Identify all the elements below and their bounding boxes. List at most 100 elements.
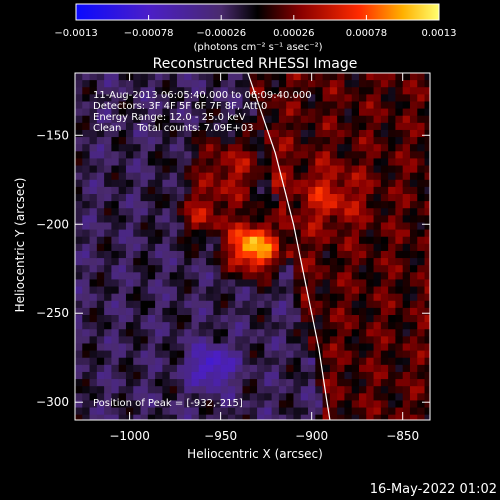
heatmap-cell (213, 165, 222, 174)
heatmap-cell (169, 343, 178, 352)
heatmap-cell (206, 151, 214, 160)
heatmap-cell (140, 215, 149, 224)
heatmap-cell (315, 307, 324, 316)
heatmap-cell (235, 73, 244, 81)
heatmap-cell (286, 322, 295, 330)
heatmap-cell (249, 186, 258, 195)
heatmap-cell (271, 144, 280, 152)
heatmap-cell (322, 414, 331, 420)
heatmap-cell (118, 265, 127, 273)
heatmap-cell (169, 386, 178, 394)
heatmap-cell (300, 236, 309, 245)
heatmap-cell (308, 400, 316, 409)
heatmap-cell (169, 279, 178, 288)
heatmap-cell (235, 80, 244, 88)
heatmap-cell (227, 172, 236, 181)
heatmap-cell (155, 322, 163, 330)
heatmap-cell (169, 393, 178, 402)
footer-date: 16-May-2022 01:02 (369, 482, 497, 497)
heatmap-cell (191, 158, 200, 167)
heatmap-cell (293, 293, 302, 302)
heatmap-cell (264, 357, 273, 366)
heatmap-cell (75, 343, 83, 352)
heatmap-cell (118, 279, 127, 288)
heatmap-cell (388, 115, 397, 124)
heatmap-cell (191, 350, 200, 359)
heatmap-cell (308, 379, 316, 387)
heatmap-cell (271, 322, 280, 330)
heatmap-cell (359, 80, 367, 88)
heatmap-cell (162, 286, 171, 295)
heatmap-cell (162, 386, 171, 394)
heatmap-cell (227, 300, 236, 309)
heatmap-cell (133, 201, 142, 209)
heatmap-cell (140, 350, 149, 359)
heatmap-cell (82, 243, 91, 252)
heatmap-cell (424, 165, 430, 174)
heatmap-cell (293, 73, 302, 81)
heatmap-cell (322, 208, 331, 216)
heatmap-cell (424, 371, 430, 380)
heatmap-cell (111, 222, 120, 231)
heatmap-cell (213, 101, 222, 110)
heatmap-cell (315, 194, 324, 202)
heatmap-cell (417, 144, 426, 152)
heatmap-cell (169, 407, 178, 416)
heatmap-cell (380, 158, 389, 167)
heatmap-cell (125, 165, 134, 174)
heatmap-cell (366, 300, 375, 309)
heatmap-cell (206, 250, 214, 259)
heatmap-cell (366, 393, 375, 402)
heatmap-cell (286, 414, 295, 420)
heatmap-cell (315, 243, 324, 252)
heatmap-cell (351, 158, 360, 167)
heatmap-cell (82, 265, 91, 273)
heatmap-cell (147, 393, 156, 402)
heatmap-cell (191, 186, 200, 195)
heatmap-cell (417, 165, 426, 174)
heatmap-cell (337, 307, 346, 316)
heatmap-cell (388, 343, 397, 352)
heatmap-cell (125, 364, 134, 373)
heatmap-cell (366, 243, 375, 252)
heatmap-cell (293, 393, 302, 402)
heatmap-cell (359, 108, 367, 117)
heatmap-cell (395, 371, 404, 380)
heatmap-cell (395, 122, 404, 131)
heatmap-cell (155, 350, 163, 359)
heatmap-cell (359, 386, 367, 394)
heatmap-cell (89, 172, 98, 181)
heatmap-cell (395, 208, 404, 216)
heatmap-cell (75, 336, 83, 345)
heatmap-cell (220, 137, 229, 145)
heatmap-cell (198, 350, 207, 359)
heatmap-cell (125, 151, 134, 160)
heatmap-cell (366, 186, 375, 195)
heatmap-cell (395, 258, 404, 266)
heatmap-cell (359, 315, 367, 323)
heatmap-cell (315, 407, 324, 416)
heatmap-cell (242, 371, 251, 380)
heatmap-cell (227, 186, 236, 195)
heatmap-cell (118, 80, 127, 88)
heatmap-cell (286, 194, 295, 202)
heatmap-cell (176, 393, 185, 402)
heatmap-cell (235, 215, 244, 224)
heatmap-cell (264, 379, 273, 387)
heatmap-cell (300, 194, 309, 202)
heatmap-cell (89, 108, 98, 117)
heatmap-cell (104, 279, 113, 288)
heatmap-cell (96, 87, 105, 95)
heatmap-cell (286, 115, 295, 124)
heatmap-cell (249, 94, 258, 103)
heatmap-cell (176, 122, 185, 131)
heatmap-cell (315, 186, 324, 195)
heatmap-cell (366, 357, 375, 366)
heatmap-cell (271, 315, 280, 323)
heatmap-cell (206, 108, 214, 117)
heatmap-cell (220, 386, 229, 394)
heatmap-cell (257, 322, 265, 330)
heatmap-cell (198, 336, 207, 345)
heatmap-cell (235, 137, 244, 145)
heatmap-cell (147, 293, 156, 302)
